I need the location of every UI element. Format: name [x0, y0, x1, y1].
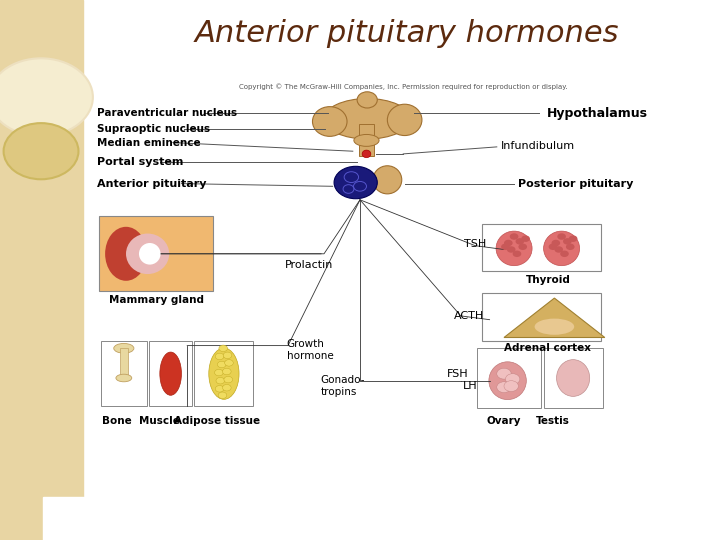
Circle shape	[513, 251, 521, 257]
Circle shape	[563, 238, 572, 245]
Text: Median eminence: Median eminence	[97, 138, 201, 147]
Bar	[482, 293, 601, 341]
Circle shape	[216, 377, 225, 384]
Text: Bone: Bone	[102, 416, 132, 426]
Text: Mammary gland: Mammary gland	[109, 295, 204, 305]
Circle shape	[215, 353, 224, 360]
Bar	[482, 224, 601, 271]
Circle shape	[554, 246, 563, 253]
Text: Testis: Testis	[536, 416, 570, 426]
Text: Ovary: Ovary	[487, 416, 521, 426]
Text: Thyroid: Thyroid	[526, 275, 571, 286]
Circle shape	[560, 251, 569, 257]
Ellipse shape	[105, 227, 147, 281]
Circle shape	[504, 240, 513, 246]
Circle shape	[516, 238, 524, 245]
Text: Posterior pituitary: Posterior pituitary	[518, 179, 634, 188]
Text: Muscle: Muscle	[140, 416, 180, 426]
Circle shape	[0, 58, 93, 136]
Circle shape	[215, 369, 223, 376]
Text: TSH: TSH	[464, 239, 487, 249]
Circle shape	[501, 244, 510, 250]
Circle shape	[4, 123, 78, 179]
Text: LH: LH	[463, 381, 477, 391]
Bar	[120, 348, 128, 378]
Text: Adipose tissue: Adipose tissue	[174, 416, 261, 426]
Circle shape	[549, 244, 557, 250]
Ellipse shape	[357, 92, 377, 108]
Text: Paraventricular nucleus: Paraventricular nucleus	[97, 109, 238, 118]
Ellipse shape	[160, 352, 181, 395]
Text: Gonado-
tropins: Gonado- tropins	[320, 375, 365, 397]
Circle shape	[505, 374, 520, 384]
Bar	[99, 216, 213, 291]
Bar	[544, 348, 603, 408]
Ellipse shape	[362, 150, 371, 158]
Text: Infundibulum: Infundibulum	[500, 141, 575, 151]
Text: Portal system: Portal system	[97, 157, 184, 167]
Text: FSH: FSH	[446, 369, 468, 379]
Ellipse shape	[126, 233, 169, 274]
Bar	[0, 0, 83, 540]
Ellipse shape	[312, 106, 347, 137]
Text: Growth
hormone: Growth hormone	[287, 339, 333, 361]
Bar	[101, 341, 147, 406]
Text: Anterior pituitary: Anterior pituitary	[97, 179, 207, 188]
Circle shape	[217, 361, 226, 368]
Circle shape	[215, 386, 224, 392]
Bar	[101, 338, 256, 408]
Ellipse shape	[373, 166, 402, 194]
Circle shape	[507, 246, 516, 253]
Circle shape	[504, 381, 518, 392]
Ellipse shape	[116, 374, 132, 382]
Circle shape	[224, 376, 233, 383]
Polygon shape	[504, 298, 605, 338]
Ellipse shape	[139, 243, 161, 265]
Bar	[477, 348, 541, 408]
Circle shape	[225, 360, 233, 366]
Bar	[359, 124, 374, 156]
Text: Adrenal cortex: Adrenal cortex	[504, 343, 590, 353]
Circle shape	[521, 235, 530, 242]
Circle shape	[510, 233, 518, 240]
Text: Prolactin: Prolactin	[284, 260, 333, 269]
Circle shape	[497, 382, 511, 393]
Text: Supraoptic nucleus: Supraoptic nucleus	[97, 124, 210, 133]
Ellipse shape	[324, 98, 410, 139]
Ellipse shape	[557, 360, 590, 396]
Circle shape	[557, 233, 566, 240]
Bar	[43, 497, 86, 540]
Ellipse shape	[209, 348, 239, 400]
Ellipse shape	[496, 231, 532, 266]
Text: Copyright © The McGraw-Hill Companies, Inc. Permission required for reproduction: Copyright © The McGraw-Hill Companies, I…	[239, 83, 567, 90]
Circle shape	[218, 392, 227, 399]
Circle shape	[219, 345, 228, 352]
Bar	[149, 341, 192, 406]
Circle shape	[222, 384, 231, 391]
Circle shape	[518, 244, 527, 250]
Bar	[194, 341, 253, 406]
Circle shape	[497, 368, 511, 379]
Circle shape	[569, 235, 577, 242]
Text: Hypothalamus: Hypothalamus	[547, 107, 648, 120]
Ellipse shape	[544, 231, 580, 266]
Ellipse shape	[354, 134, 379, 146]
Text: Anterior pituitary hormones: Anterior pituitary hormones	[194, 19, 619, 48]
Circle shape	[223, 352, 232, 359]
Ellipse shape	[114, 343, 134, 353]
Circle shape	[552, 240, 560, 246]
Ellipse shape	[387, 104, 422, 136]
Circle shape	[566, 244, 575, 250]
Ellipse shape	[534, 319, 575, 335]
Ellipse shape	[489, 362, 526, 400]
Circle shape	[222, 368, 231, 375]
Text: ACTH: ACTH	[454, 311, 484, 321]
Ellipse shape	[334, 166, 377, 199]
